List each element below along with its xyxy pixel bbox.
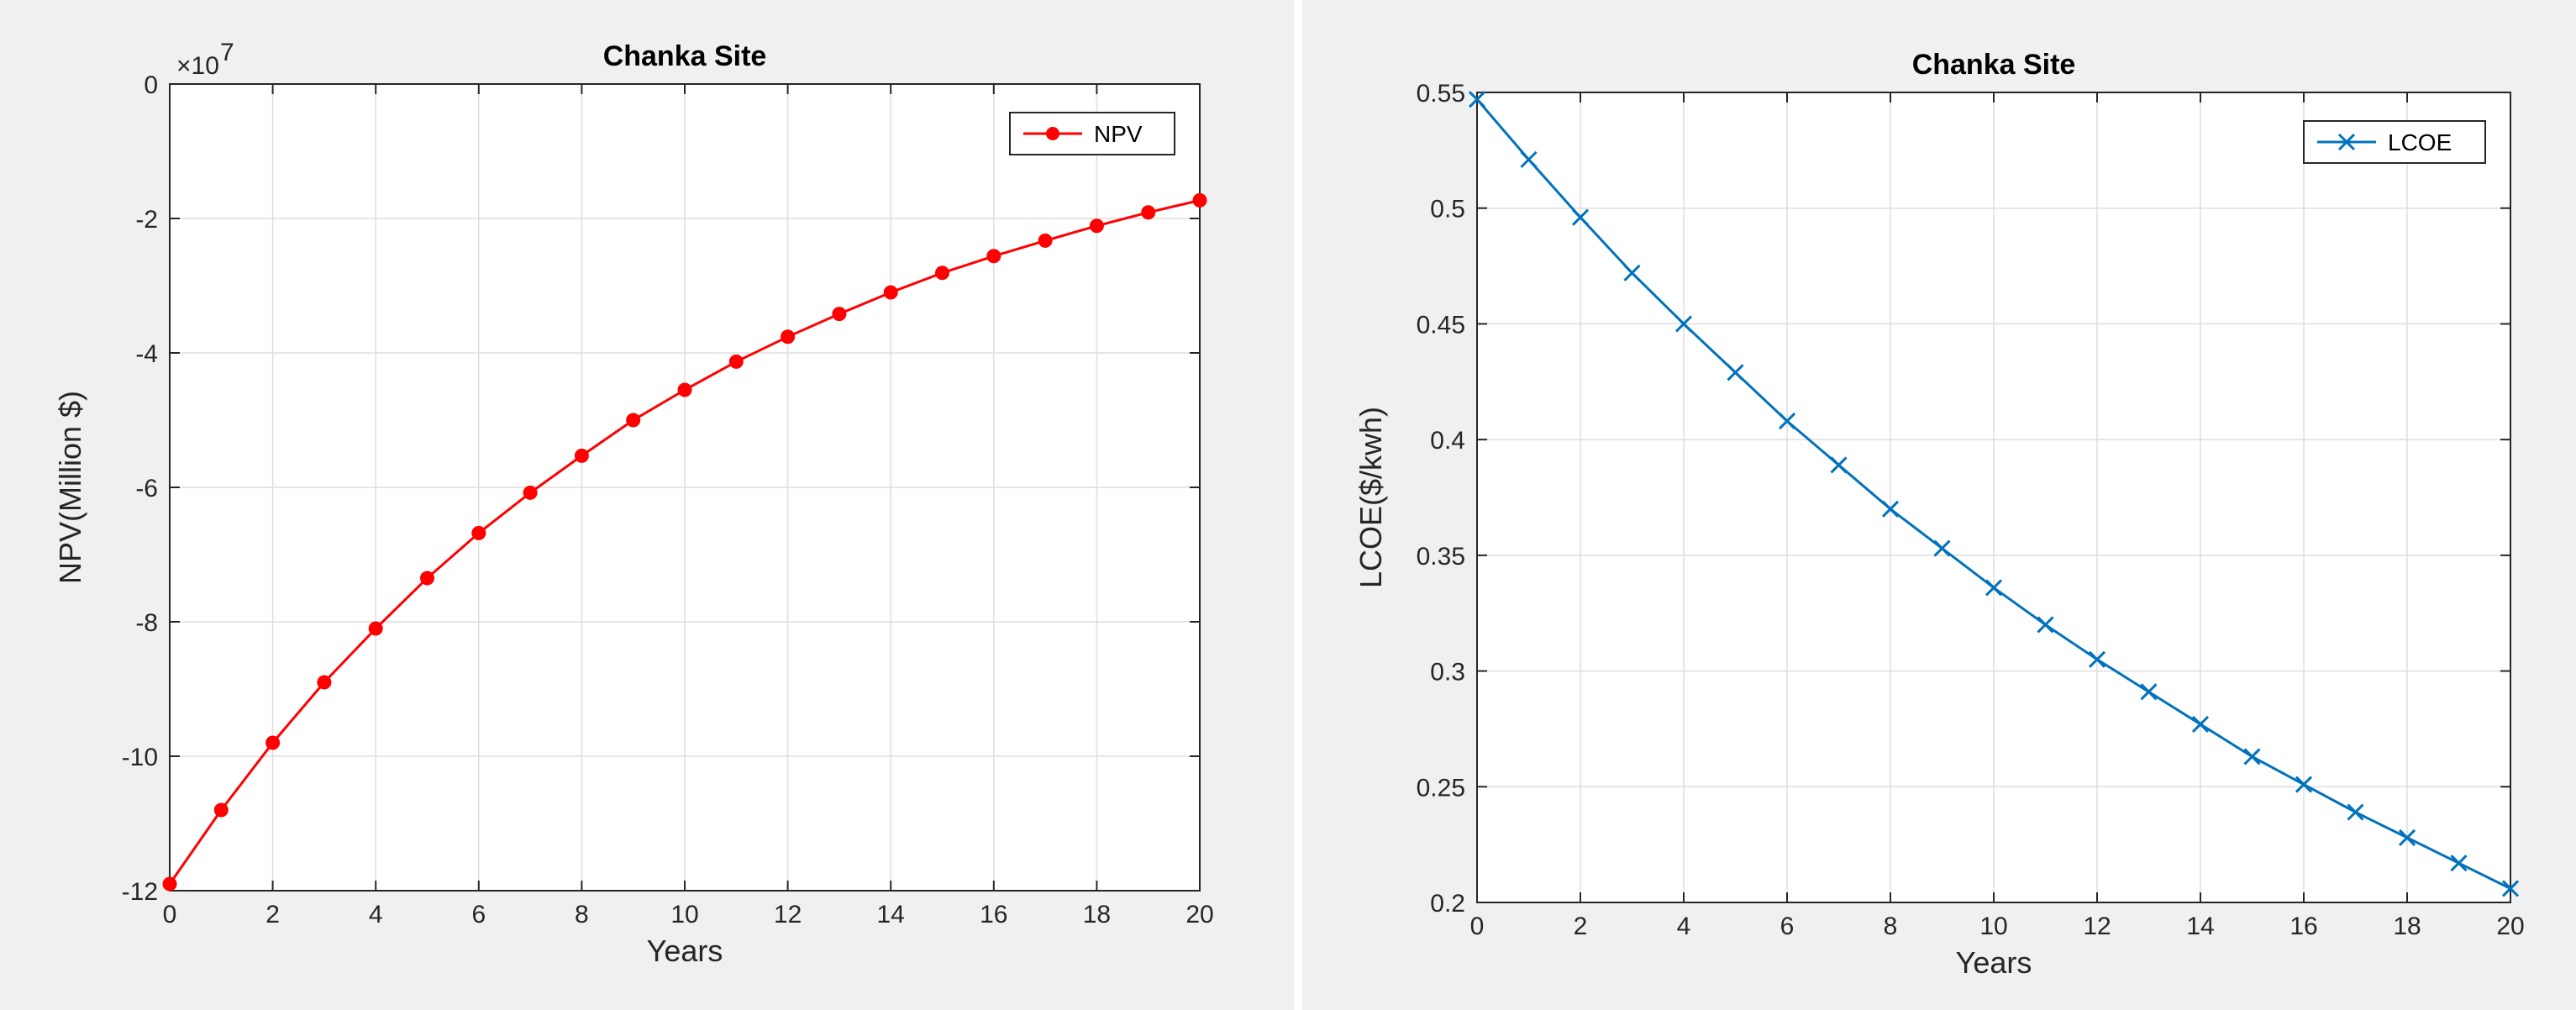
x-tick-label: 6 <box>471 901 486 928</box>
chart-title: Chanka Site <box>1912 49 2076 81</box>
data-point <box>728 354 744 369</box>
data-point <box>317 675 332 690</box>
x-tick-label: 14 <box>2186 913 2214 940</box>
data-point <box>2398 829 2416 846</box>
y-tick-label: -6 <box>135 475 158 502</box>
npv-chart: 0 2 4 6 8 10 12 14 16 18 20 0 -2 -4 -6 -8 -10 -12 Chanka S… <box>53 39 1214 968</box>
data-point <box>420 571 434 586</box>
data-point <box>935 266 949 281</box>
lcoe-chart: 0 2 4 6 8 10 12 14 16 18 20 0.55 0.5 0.45 0.4 0.35 0.3 0.… <box>1354 49 2525 980</box>
y-tick-label: -2 <box>135 206 158 234</box>
y-tick-label: 0.5 <box>1430 196 1465 224</box>
data-point <box>832 307 847 322</box>
y-tick-label: -4 <box>135 340 158 368</box>
legend-marker <box>1046 127 1059 140</box>
data-point <box>1985 579 2003 597</box>
data-point <box>1038 233 1053 248</box>
x-tick-label: 0 <box>163 901 177 928</box>
x-tick-label: 4 <box>1677 913 1691 940</box>
x-axis-label: Years <box>647 934 723 968</box>
data-point <box>1778 413 1796 430</box>
x-tick-label: 16 <box>2289 913 2317 940</box>
x-tick-label: 8 <box>575 901 589 928</box>
x-tick-label: 12 <box>2083 913 2111 940</box>
x-tick-label: 18 <box>2393 913 2421 940</box>
lcoe-figure: 0 2 4 6 8 10 12 14 16 18 20 0.55 0.5 0.45 0.4 0.35 0.3 0.… <box>1304 0 2576 1010</box>
data-point <box>1192 192 1207 208</box>
data-point <box>523 485 538 500</box>
y-axis-label: NPV(Million $) <box>53 391 87 584</box>
figure-divider <box>1294 0 1302 1010</box>
y-tick-label: -10 <box>122 744 158 771</box>
data-point <box>368 621 383 636</box>
y-exponent-power: 7 <box>220 39 234 66</box>
x-tick-label: 4 <box>369 901 383 928</box>
data-point <box>677 382 692 397</box>
y-tick-label: -8 <box>135 609 158 637</box>
x-tick-label: 0 <box>1470 913 1485 940</box>
data-point <box>471 525 486 540</box>
x-tick-label: 18 <box>1083 901 1111 928</box>
data-point <box>1520 150 1538 168</box>
x-tick-label: 6 <box>1780 913 1795 940</box>
data-point <box>1881 500 1900 518</box>
y-tick-label: 0.2 <box>1430 890 1465 918</box>
data-point <box>781 329 796 345</box>
y-exponent-label: ×10 <box>176 52 219 80</box>
x-tick-label: 20 <box>1185 901 1213 928</box>
x-tick-label: 10 <box>1979 913 2007 940</box>
x-tick-label: 14 <box>877 901 905 928</box>
data-point <box>574 448 589 463</box>
y-tick-label: 0.45 <box>1417 311 1465 339</box>
data-point <box>1727 364 1744 381</box>
y-tick-label: 0.25 <box>1417 774 1465 802</box>
x-tick-label: 16 <box>980 901 1007 928</box>
data-point <box>1089 218 1104 234</box>
chart-title: Chanka Site <box>603 40 767 72</box>
x-tick-label: 20 <box>2496 913 2524 940</box>
data-point <box>2191 715 2210 733</box>
y-tick-label: -12 <box>122 878 158 906</box>
legend-marker <box>2337 133 2356 151</box>
data-point <box>626 413 641 428</box>
x-tick-label: 2 <box>265 901 280 928</box>
data-point <box>1571 208 1590 226</box>
data-point <box>2037 616 2054 634</box>
y-tick-label: 0.3 <box>1430 659 1465 686</box>
data-point <box>2450 855 2468 872</box>
y-tick-label: 0.4 <box>1430 427 1465 455</box>
data-point <box>1933 539 1951 557</box>
data-point <box>1830 456 1848 474</box>
data-point <box>162 876 177 892</box>
y-axis-label: LCOE($/kwh) <box>1354 407 1388 588</box>
x-axis-label: Years <box>1956 945 2032 980</box>
legend-label: NPV <box>1094 121 1143 147</box>
data-point <box>1141 205 1156 220</box>
data-point <box>1468 91 1486 108</box>
data-point <box>986 249 1001 264</box>
data-point <box>265 735 281 750</box>
x-tick-label: 8 <box>1884 913 1898 940</box>
legend-label: LCOE <box>2388 129 2452 155</box>
y-tick-label: 0.55 <box>1417 80 1465 108</box>
x-tick-label: 10 <box>670 901 698 928</box>
data-point <box>2243 748 2261 765</box>
y-tick-label: 0 <box>144 71 158 99</box>
npv-figure: 0 2 4 6 8 10 12 14 16 18 20 0 -2 -4 -6 -8 -10 -12 Chanka S… <box>53 39 1214 968</box>
data-point <box>1623 264 1641 281</box>
x-tick-label: 2 <box>1574 913 1588 940</box>
data-point <box>2347 803 2364 821</box>
y-tick-label: 0.35 <box>1417 543 1465 571</box>
data-point <box>883 285 898 300</box>
data-point <box>2140 683 2158 701</box>
x-tick-label: 12 <box>774 901 802 928</box>
data-point <box>2088 650 2106 668</box>
data-point <box>2295 776 2313 793</box>
data-point <box>2501 880 2520 897</box>
data-point <box>1674 315 1693 333</box>
data-point <box>213 802 229 818</box>
